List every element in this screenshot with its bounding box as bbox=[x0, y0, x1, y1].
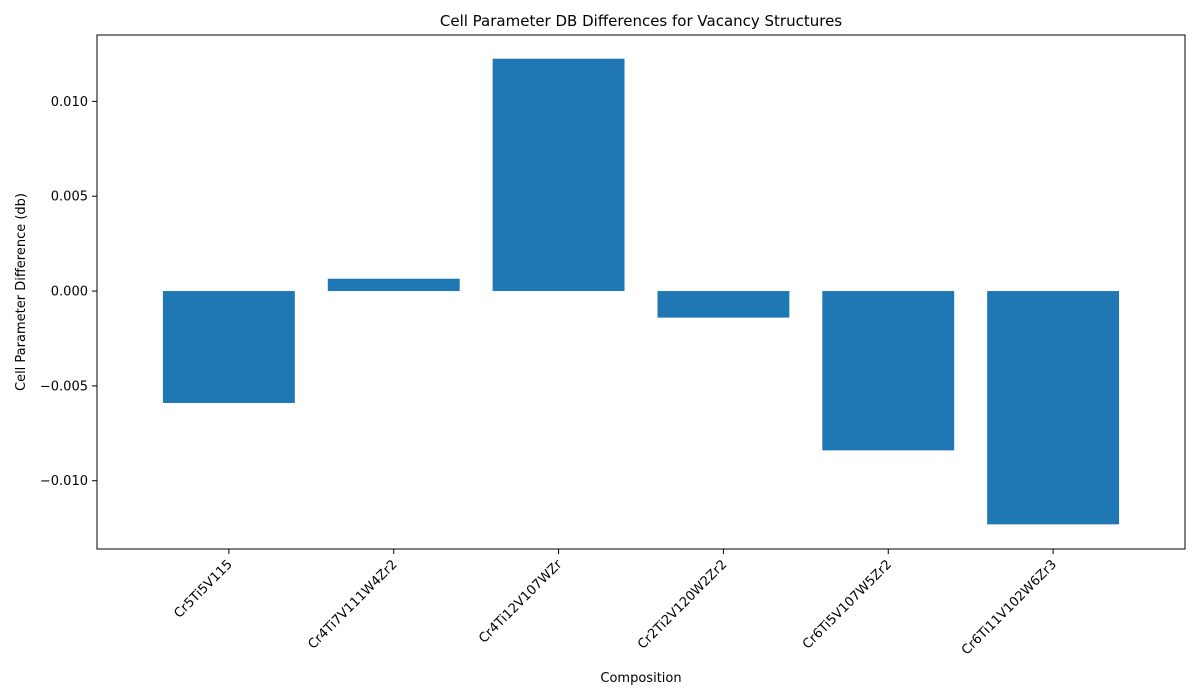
bar-4 bbox=[822, 291, 955, 451]
y-tick-label: 0.010 bbox=[51, 95, 88, 110]
x-tick-label: Cr4Ti12V107WZr bbox=[476, 557, 566, 647]
x-tick-label: Cr6Ti11V102W6Zr3 bbox=[959, 557, 1060, 658]
y-tick-label: −0.005 bbox=[40, 379, 88, 394]
x-axis-label: Composition bbox=[600, 671, 681, 686]
x-tick-label: Cr4Ti7V111W4Zr2 bbox=[305, 557, 400, 652]
bars-group bbox=[162, 58, 1120, 525]
bar-1 bbox=[327, 278, 460, 292]
x-tick-label: Cr5Ti5V115 bbox=[171, 557, 235, 621]
bar-0 bbox=[162, 291, 295, 403]
chart-title: Cell Parameter DB Differences for Vacanc… bbox=[440, 12, 842, 30]
x-tick-label: Cr2Ti2V120W2Zr2 bbox=[635, 557, 730, 652]
x-axis: Cr5Ti5V115 Cr4Ti7V111W4Zr2 Cr4Ti12V107WZr C… bbox=[171, 549, 1060, 658]
plot-frame bbox=[96, 34, 1186, 550]
x-tick-label: Cr6Ti5V107W5Zr2 bbox=[800, 557, 895, 652]
bar-2 bbox=[492, 58, 625, 292]
y-tick-label: 0.000 bbox=[51, 285, 88, 300]
y-tick-label: −0.010 bbox=[40, 474, 88, 489]
y-axis: −0.010 −0.005 0.000 0.005 0.010 bbox=[40, 95, 97, 489]
y-axis-label: Cell Parameter Difference (db) bbox=[14, 193, 29, 391]
y-tick-label: 0.005 bbox=[51, 190, 88, 205]
bar-5 bbox=[987, 291, 1120, 525]
bar-3 bbox=[657, 291, 790, 318]
